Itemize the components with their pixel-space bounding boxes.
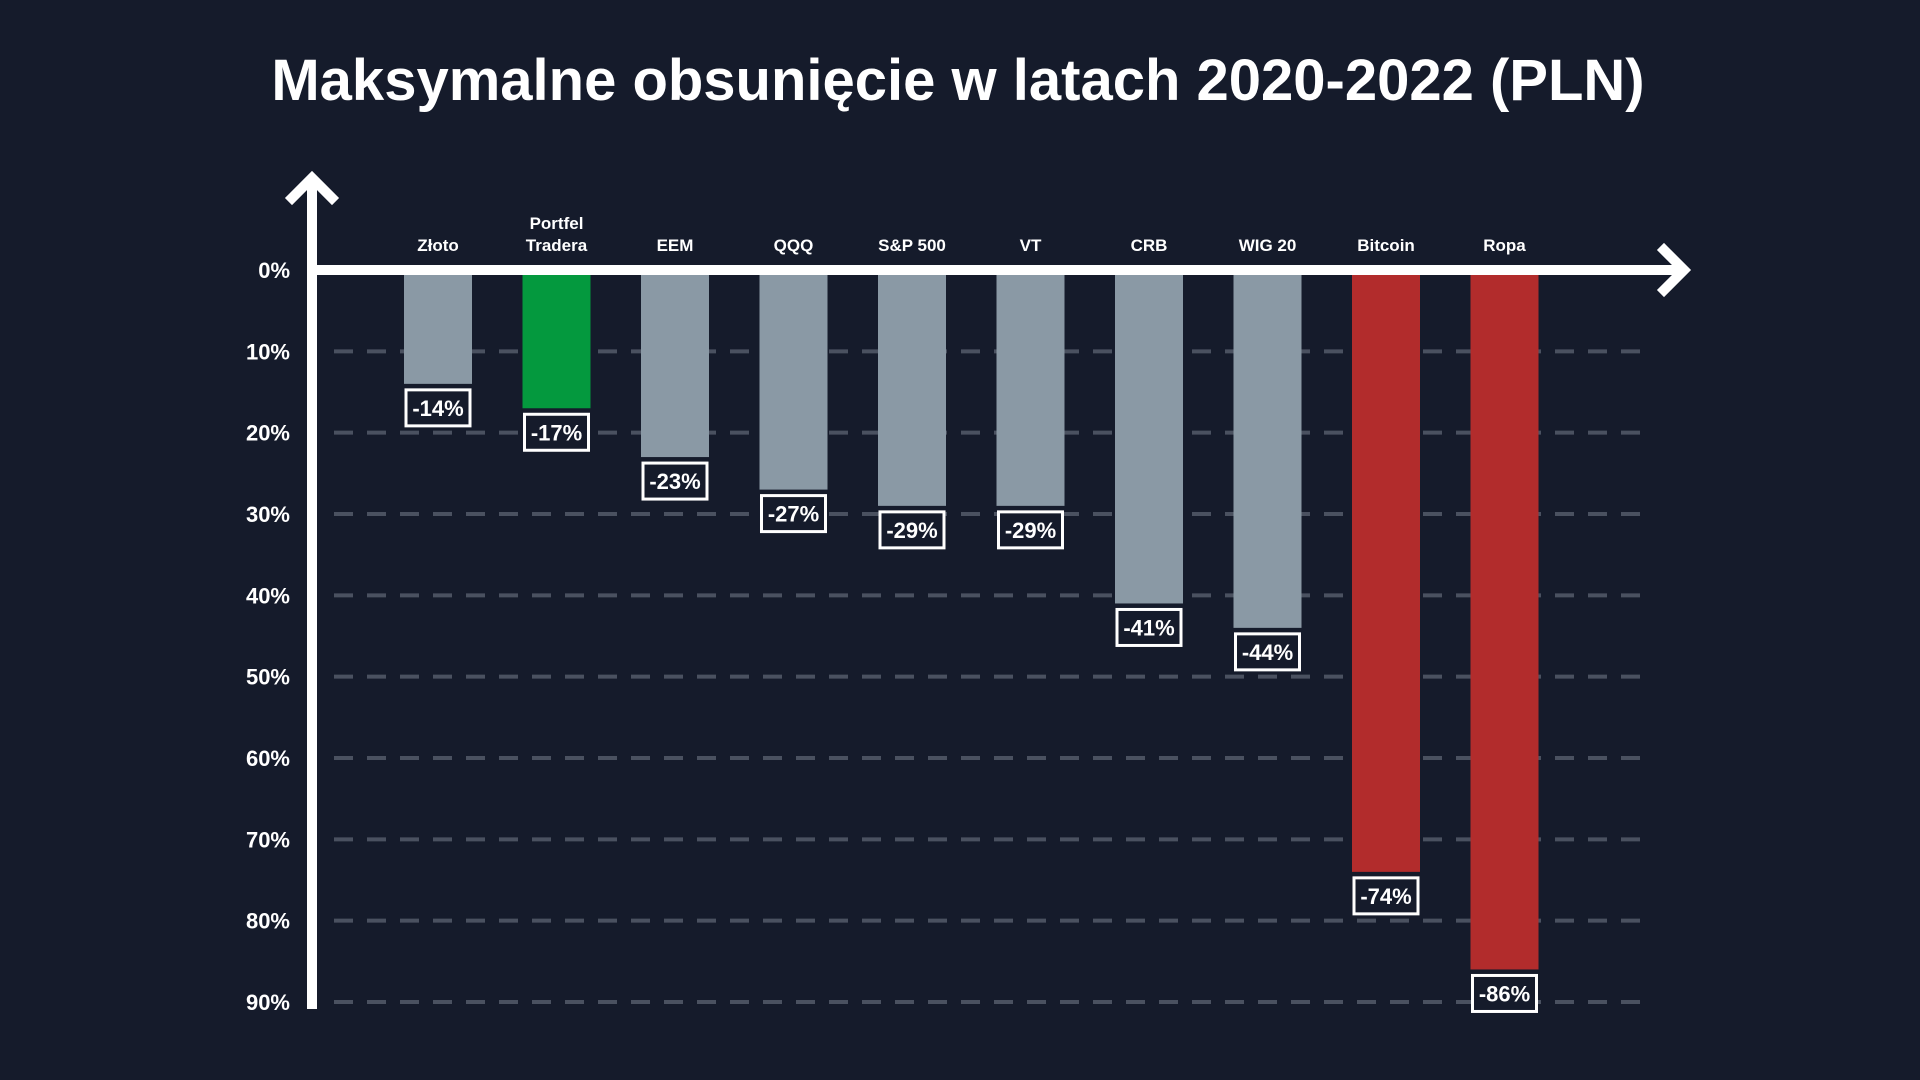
category-label: QQQ (774, 236, 814, 255)
bar (1233, 270, 1302, 628)
chart-title: Maksymalne obsunięcie w latach 2020-2022… (271, 48, 1644, 113)
value-label: -29% (1005, 518, 1056, 543)
category-label: VT (1020, 236, 1042, 255)
y-tick-label: 70% (246, 827, 290, 852)
y-tick-label: 60% (246, 746, 290, 771)
category-label: Bitcoin (1357, 236, 1415, 255)
bar (522, 270, 591, 409)
y-tick-label: 10% (246, 339, 290, 364)
y-axis-arrowhead (284, 170, 340, 206)
category-label: Portfel Tradera (526, 214, 588, 255)
category-label: CRB (1131, 236, 1168, 255)
y-tick-label: 90% (246, 990, 290, 1015)
gridlines (334, 349, 1645, 1004)
value-label-box (1234, 632, 1301, 672)
value-label: -17% (531, 420, 582, 445)
category-labels: Złoto Portfel Tradera EEM QQQ S&P 500 VT CRB WIG… (417, 214, 1526, 255)
axes (284, 170, 1692, 1009)
value-label: -23% (649, 469, 700, 494)
bar (996, 270, 1065, 506)
x-axis-arrowhead (1656, 242, 1692, 298)
bar (878, 270, 946, 506)
bar (641, 270, 709, 458)
value-label-box (760, 494, 827, 534)
bar (404, 270, 472, 384)
value-label: -74% (1360, 884, 1411, 909)
value-label: -27% (768, 502, 819, 527)
value-label-box (997, 510, 1064, 550)
y-tick-label: 0% (258, 258, 290, 283)
bar (1352, 270, 1420, 872)
value-label-box (1352, 876, 1420, 916)
category-label: Złoto (417, 236, 459, 255)
bar (1470, 270, 1539, 970)
category-label: EEM (657, 236, 694, 255)
y-tick-label: 80% (246, 909, 290, 934)
value-label: -14% (412, 396, 463, 421)
y-tick-label: 40% (246, 583, 290, 608)
value-label-box (1471, 973, 1538, 1013)
category-label: Ropa (1483, 236, 1526, 255)
y-tick-label: 30% (246, 502, 290, 527)
value-label-box (404, 388, 472, 428)
value-label: -86% (1479, 981, 1530, 1006)
value-label: -29% (886, 518, 937, 543)
value-label: -41% (1123, 615, 1174, 640)
bar (1115, 270, 1183, 604)
bars (404, 270, 1539, 970)
value-label: -44% (1242, 640, 1293, 665)
category-label: WIG 20 (1239, 236, 1297, 255)
category-label: S&P 500 (878, 236, 946, 255)
value-label-box (878, 510, 946, 550)
value-label-box (641, 461, 709, 501)
y-tick-label: 50% (246, 665, 290, 690)
value-label-box (1115, 607, 1183, 647)
value-labels: -14% -17% -23% -27% -29% -29% -41% -44% -74% -86% (404, 388, 1538, 1013)
bar (759, 270, 828, 490)
value-label-box (523, 412, 590, 452)
y-axis-ticks: 0% 10% 20% 30% 40% 50% 60% 70% 80% 90% (246, 258, 290, 1015)
y-tick-label: 20% (246, 421, 290, 446)
